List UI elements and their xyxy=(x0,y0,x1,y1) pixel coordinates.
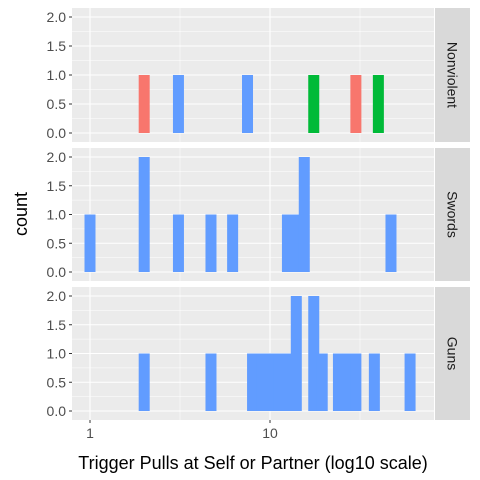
facet-panel-swords: 0.0 0.5 1.0 1.5 2.0 Swords xyxy=(47,148,470,281)
histogram-bar xyxy=(385,214,397,272)
histogram-bar xyxy=(256,353,268,411)
histogram-bar xyxy=(290,296,302,411)
x-tick-label: 1 xyxy=(86,425,94,441)
facet-strip xyxy=(435,8,470,142)
histogram-bar xyxy=(290,214,302,272)
y-tick-label: 0.5 xyxy=(47,96,67,112)
facet-strip-label: Guns xyxy=(445,337,461,370)
y-tick-label: 0.5 xyxy=(47,235,67,251)
histogram-bar xyxy=(227,214,239,272)
histogram-bar xyxy=(372,75,384,133)
histogram-bar xyxy=(308,75,320,133)
histogram-bar xyxy=(172,214,184,272)
histogram-bar xyxy=(247,353,259,411)
x-axis: 1 10 xyxy=(86,420,278,441)
y-tick-label: 1.0 xyxy=(47,346,67,362)
y-axis-title: count xyxy=(11,192,31,236)
histogram-bar xyxy=(332,353,344,411)
histogram-bar xyxy=(342,353,354,411)
histogram-bar xyxy=(172,75,184,133)
histogram-bar xyxy=(138,353,150,411)
histogram-bar xyxy=(138,157,150,272)
x-tick-label: 10 xyxy=(262,425,278,441)
y-tick-label: 0.0 xyxy=(47,125,67,141)
histogram-bar xyxy=(138,75,150,133)
facet-panel-nonviolent: 0.0 0.5 1.0 1.5 2.0 Nonviolent xyxy=(47,8,470,142)
histogram-bar xyxy=(316,353,328,411)
facet-strip xyxy=(435,287,470,420)
y-tick-label: 0.0 xyxy=(47,264,67,280)
histogram-bar xyxy=(205,214,217,272)
histogram-bar xyxy=(273,353,285,411)
histogram-bar xyxy=(350,353,362,411)
histogram-bar xyxy=(84,214,96,272)
x-axis-title: Trigger Pulls at Self or Partner (log10 … xyxy=(78,453,427,473)
y-tick-label: 2.0 xyxy=(47,149,67,165)
y-tick-label: 0.0 xyxy=(47,403,67,419)
y-tick-label: 2.0 xyxy=(47,288,67,304)
y-tick-label: 1.0 xyxy=(47,207,67,223)
y-tick-label: 1.5 xyxy=(47,317,67,333)
y-tick-label: 1.5 xyxy=(47,38,67,54)
histogram-bar xyxy=(205,353,217,411)
histogram-bar xyxy=(368,353,380,411)
histogram-bar xyxy=(242,75,254,133)
histogram-bar xyxy=(281,214,293,272)
y-tick-label: 1.0 xyxy=(47,67,67,83)
facet-strip-label: Nonviolent xyxy=(445,42,461,108)
facet-strip-label: Swords xyxy=(445,191,461,238)
histogram-bar xyxy=(281,353,293,411)
histogram-bar xyxy=(350,75,362,133)
histogram-bar xyxy=(264,353,276,411)
facet-panel-guns: 0.0 0.5 1.0 1.5 2.0 Guns xyxy=(47,287,470,420)
histogram-bar xyxy=(298,157,310,272)
y-tick-label: 1.5 xyxy=(47,178,67,194)
histogram-bar xyxy=(404,353,416,411)
facet-strip xyxy=(435,148,470,281)
facet-panels: 0.0 0.5 1.0 1.5 2.0 Nonviolent 0.0 0.5 1.0 1.5 2.0… xyxy=(47,8,470,420)
histogram-bar xyxy=(308,296,320,411)
y-tick-label: 2.0 xyxy=(47,9,67,25)
y-tick-label: 0.5 xyxy=(47,374,67,390)
